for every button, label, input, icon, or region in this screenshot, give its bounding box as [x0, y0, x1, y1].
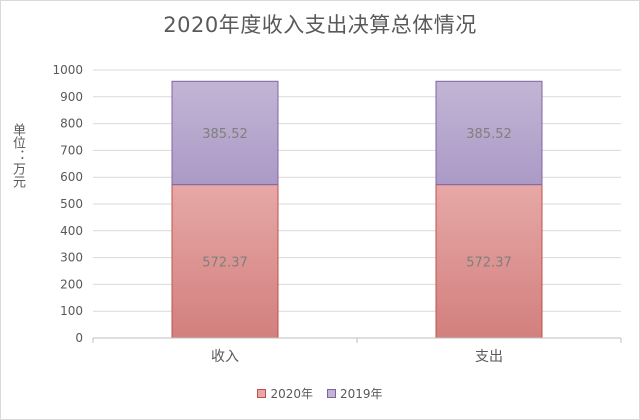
bar-segment: [171, 80, 279, 186]
x-axis: [92, 337, 622, 343]
legend-label: 2019年: [340, 387, 383, 401]
y-axis-title: 单位：万元: [10, 122, 25, 188]
y-tick-label: 100: [60, 304, 83, 318]
legend-item: 2020年: [257, 385, 313, 402]
y-tick-label: 200: [60, 277, 83, 291]
legend-item: 2019年: [327, 385, 383, 402]
y-tick-label: 0: [75, 331, 83, 345]
y-tick-labels: 0 100 200 300 400 500 600 700 800 900 1000: [52, 63, 83, 345]
chart-plot-area: 0 100 200 300 400 500 600 700 800 900 1000 572.37 3…: [52, 63, 622, 365]
bar-segment: [435, 80, 543, 186]
bar-segment: [171, 184, 279, 339]
x-tick-labels: 收入 支出: [211, 349, 503, 365]
data-label: 385.52: [202, 127, 248, 142]
bar-segment: [435, 184, 543, 339]
data-label: 385.52: [466, 127, 512, 142]
y-tick-label: 1000: [52, 63, 83, 77]
y-tick-label: 400: [60, 224, 83, 238]
data-label: 572.37: [466, 255, 512, 270]
x-tick-label: 支出: [475, 349, 503, 365]
y-tick-label: 500: [60, 197, 83, 211]
legend-swatch: [257, 389, 267, 398]
y-tick-label: 700: [60, 143, 83, 157]
y-tick-label: 800: [60, 117, 83, 131]
legend: 2020年 2019年: [1, 385, 639, 402]
legend-label: 2020年: [270, 387, 313, 401]
bars: 572.37 385.52 572.37 385.52: [171, 80, 543, 339]
chart-title: 2020年度收入支出决算总体情况: [163, 13, 477, 37]
data-label: 572.37: [202, 255, 248, 270]
x-tick-label: 收入: [211, 349, 239, 365]
y-tick-label: 300: [60, 251, 83, 265]
y-tick-label: 600: [60, 170, 83, 184]
legend-swatch: [327, 389, 336, 398]
y-tick-label: 900: [60, 90, 83, 104]
